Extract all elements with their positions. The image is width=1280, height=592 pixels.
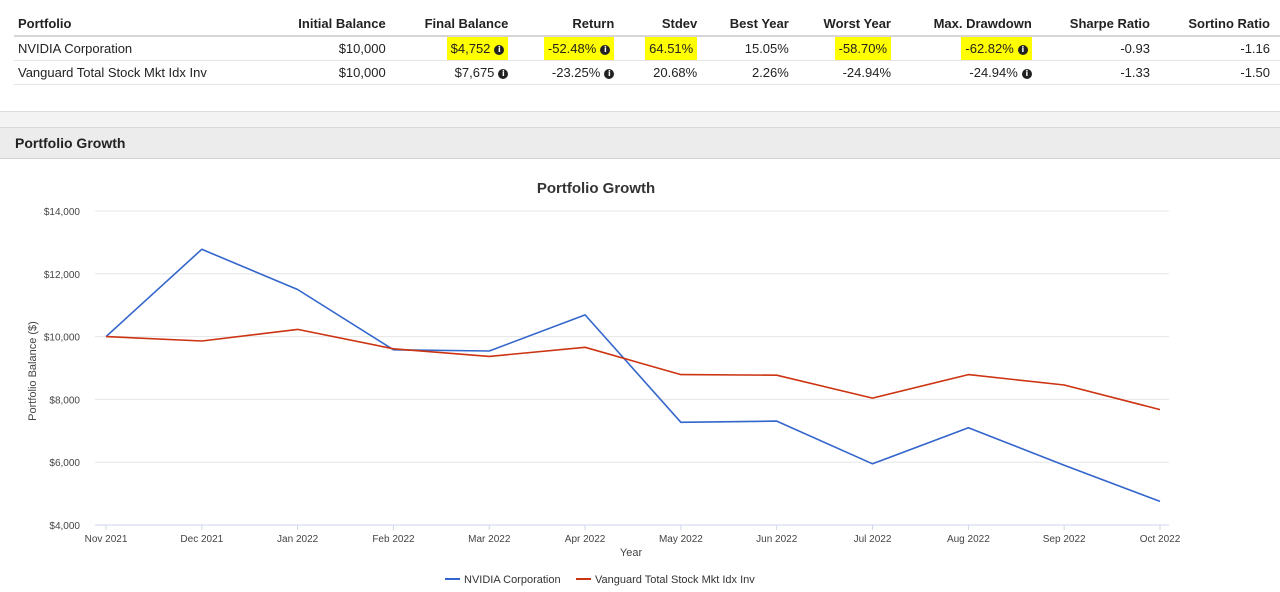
max-drawdown-cell: -24.94% i: [901, 60, 1042, 85]
max-drawdown-value: -24.94%: [969, 65, 1018, 80]
x-tick-label: Feb 2022: [372, 534, 415, 545]
series-line: [105, 328, 1161, 411]
final-balance-value: $4,752: [450, 41, 491, 56]
return-value: -23.25%: [551, 65, 601, 80]
return-cell: -23.25% i: [518, 60, 625, 85]
sortino-ratio-cell: -1.50: [1159, 60, 1280, 85]
col-header-sortino-ratio[interactable]: Sortino Ratio: [1159, 12, 1280, 37]
stdev-cell: 20.68%: [624, 60, 708, 85]
highlight-marker: -58.70%: [834, 37, 891, 60]
sharpe-ratio-cell: -1.33: [1041, 60, 1160, 85]
x-tick-label: Dec 2021: [180, 534, 223, 545]
best-year-cell: 15.05%: [707, 36, 799, 61]
col-header-max-drawdown[interactable]: Max. Drawdown: [901, 12, 1042, 37]
info-circle-icon[interactable]: i: [600, 44, 611, 55]
col-header-return[interactable]: Return: [518, 12, 625, 37]
final-balance-cell: $4,752 i: [395, 36, 519, 61]
series-line: [105, 248, 1161, 503]
y-tick-label: $4,000: [49, 521, 80, 532]
chart-title: Portfolio Growth: [537, 180, 655, 197]
panel-header: Portfolio Growth: [0, 128, 1280, 159]
col-header-best-year[interactable]: Best Year: [707, 12, 799, 37]
table-row: NVIDIA Corporation $10,000 $4,752 i -52.4…: [14, 36, 1280, 61]
col-header-portfolio[interactable]: Portfolio: [14, 12, 269, 37]
summary-table: Portfolio Initial Balance Final Balance …: [14, 12, 1280, 85]
y-tick-label: $10,000: [44, 333, 81, 344]
stdev-cell: 64.51%: [624, 36, 708, 61]
info-circle-icon[interactable]: i: [604, 68, 615, 79]
x-tick-label: Apr 2022: [565, 534, 606, 545]
portfolio-name-cell: Vanguard Total Stock Mkt Idx Inv: [14, 60, 269, 85]
x-tick-label: Jun 2022: [756, 534, 798, 545]
info-circle-icon[interactable]: i: [498, 68, 509, 79]
legend-item-label: Vanguard Total Stock Mkt Idx Inv: [595, 574, 755, 586]
final-balance-value: $7,675: [454, 65, 495, 80]
y-axis-label: Portfolio Balance ($): [27, 321, 39, 421]
chart-legend: NVIDIA Corporation Vanguard Total Stock M…: [445, 574, 755, 586]
portfolio-name-cell: NVIDIA Corporation: [14, 36, 269, 61]
highlight-marker: -62.82% i: [961, 37, 1032, 60]
x-axis-ticks: Nov 2021 Dec 2021 Jan 2022 Feb 2022 Mar 2022…: [85, 525, 1181, 545]
chart-grid: [95, 210, 1169, 463]
initial-balance-cell: $10,000: [268, 60, 396, 85]
x-tick-label: Mar 2022: [468, 534, 511, 545]
x-tick-label: Nov 2021: [85, 534, 128, 545]
stdev-value: 64.51%: [649, 41, 694, 56]
worst-year-cell: -24.94%: [798, 60, 901, 85]
y-tick-label: $6,000: [49, 458, 80, 469]
col-header-final-balance[interactable]: Final Balance: [395, 12, 519, 37]
x-axis-label: Year: [620, 547, 643, 559]
y-tick-label: $12,000: [44, 270, 81, 281]
worst-year-cell: -58.70%: [798, 36, 901, 61]
x-tick-label: Jul 2022: [854, 534, 892, 545]
x-tick-label: Sep 2022: [1043, 534, 1086, 545]
y-tick-label: $14,000: [44, 207, 81, 218]
x-tick-label: Oct 2022: [1140, 534, 1181, 545]
col-header-sharpe-ratio[interactable]: Sharpe Ratio: [1041, 12, 1160, 37]
info-circle-icon[interactable]: i: [1021, 68, 1032, 79]
chart-series: [105, 248, 1161, 503]
col-header-worst-year[interactable]: Worst Year: [798, 12, 901, 37]
summary-panel: Portfolio Initial Balance Final Balance …: [0, 0, 1280, 112]
info-circle-icon[interactable]: i: [494, 44, 505, 55]
y-tick-label: $8,000: [49, 395, 80, 406]
highlight-marker: $4,752 i: [446, 37, 509, 60]
max-drawdown-cell: -62.82% i: [901, 36, 1042, 61]
highlight-marker: 64.51%: [645, 37, 698, 60]
legend-item-label: NVIDIA Corporation: [464, 574, 561, 586]
portfolio-growth-chart: Portfolio Growth $4,000 $6,000 $8,000 $10,0…: [27, 180, 1181, 586]
return-cell: -52.48% i: [518, 36, 625, 61]
col-header-stdev[interactable]: Stdev: [624, 12, 708, 37]
info-circle-icon[interactable]: i: [1017, 44, 1028, 55]
initial-balance-cell: $10,000: [268, 36, 396, 61]
x-tick-label: May 2022: [659, 534, 703, 545]
table-header-row: Portfolio Initial Balance Final Balance …: [14, 12, 1280, 37]
highlight-marker: -52.48% i: [543, 37, 615, 60]
sortino-ratio-cell: -1.16: [1159, 36, 1280, 61]
col-header-initial-balance[interactable]: Initial Balance: [268, 12, 396, 37]
max-drawdown-value: -62.82%: [965, 41, 1014, 56]
best-year-cell: 2.26%: [707, 60, 799, 85]
x-tick-label: Jan 2022: [277, 534, 319, 545]
y-axis-ticks: $4,000 $6,000 $8,000 $10,000 $12,000 $14,000: [44, 207, 81, 532]
worst-year-value: -58.70%: [838, 41, 887, 56]
return-value: -52.48%: [547, 41, 597, 56]
table-row: Vanguard Total Stock Mkt Idx Inv $10,000…: [14, 60, 1280, 85]
final-balance-cell: $7,675 i: [395, 60, 519, 85]
x-tick-label: Aug 2022: [947, 534, 990, 545]
portfolio-growth-panel: Portfolio Growth Portfolio Growth $4,000…: [0, 127, 1280, 592]
sharpe-ratio-cell: -0.93: [1041, 36, 1160, 61]
